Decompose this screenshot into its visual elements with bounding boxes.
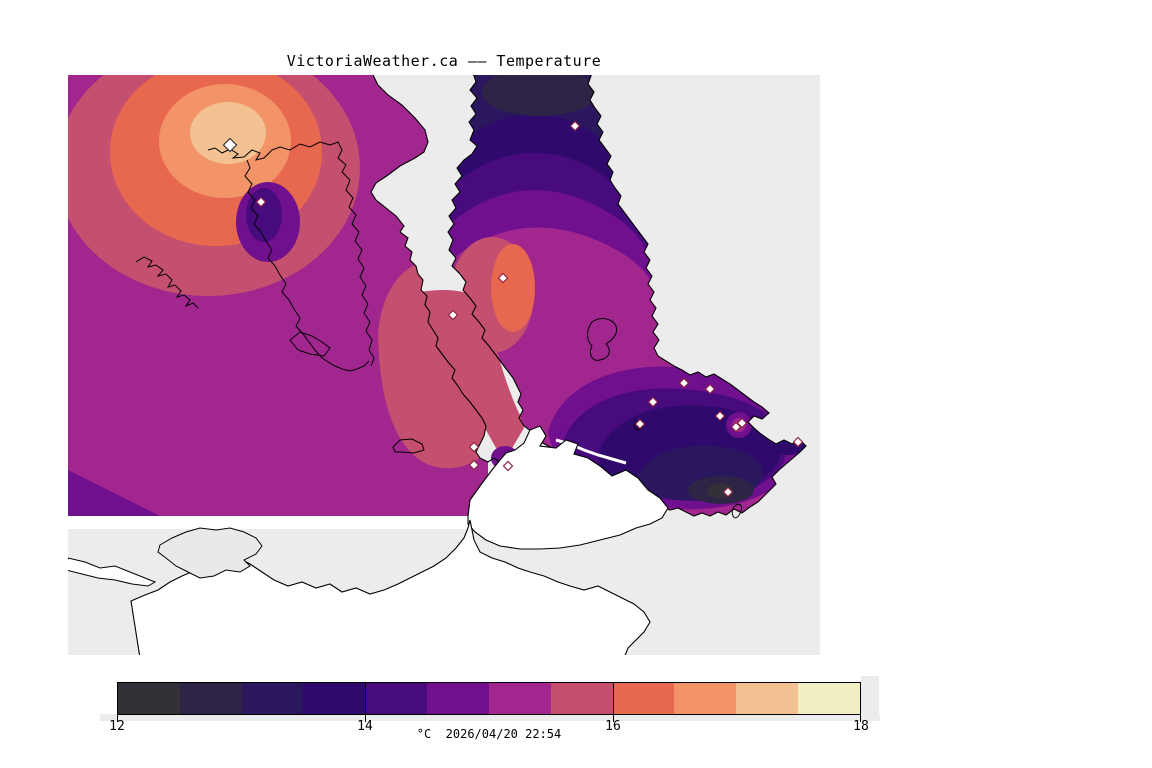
coastline-small-islands (135, 256, 199, 309)
band-12-5c-north-tip (482, 75, 598, 116)
colorbar-segment-c8 (550, 683, 613, 714)
contour-wedge-southwest (68, 470, 160, 516)
station-marker (447, 309, 459, 321)
map-canvas (68, 75, 820, 655)
coastline-inlet-arm-east (207, 141, 375, 367)
coastline-inlet-west (370, 75, 501, 517)
station-marker (714, 410, 726, 422)
colorbar-segment-c1 (118, 683, 180, 714)
colorbar-label-18: 18 (853, 719, 869, 734)
colorbar-segment-c9 (612, 683, 675, 714)
contour-ring-17c-warm-center (190, 102, 266, 164)
coastline-islet (289, 331, 331, 357)
colorbar-backing (861, 676, 879, 715)
coast-salmon-blob (491, 244, 535, 332)
nodata-land-victoria (467, 425, 669, 550)
contour-cool-blob (246, 188, 282, 242)
station-markers (222, 120, 804, 498)
station-marker (502, 460, 514, 472)
colorbar (117, 682, 861, 715)
coastline-inlet-arm-west (244, 159, 370, 372)
colorbar-backing-strip (100, 714, 880, 721)
station-marker (704, 383, 716, 395)
colorbar-tick-12 (117, 715, 118, 722)
station-marker (497, 272, 509, 284)
colorbar-segment-c2 (179, 683, 242, 714)
station-marker (569, 120, 581, 132)
units-timestamp-caption: °C 2026/04/20 22:54 (416, 727, 562, 741)
nodata-strip (68, 516, 472, 529)
colorbar-segment-c4 (303, 683, 366, 714)
station-marker (678, 377, 690, 389)
colorbar-segment-c7 (488, 683, 551, 714)
colorbar-segment-c6 (427, 683, 489, 714)
colorbar-segment-c10 (674, 683, 737, 714)
nodata-spit-west (68, 557, 157, 587)
lake-outline-elk (587, 318, 618, 361)
station-marker (468, 441, 480, 453)
islet-south (731, 503, 743, 519)
station-marker (468, 459, 480, 471)
colorbar-segment-c3 (241, 683, 304, 714)
colorbar-divider-16 (613, 682, 614, 715)
station-marker (792, 436, 804, 448)
station-marker (255, 196, 267, 208)
colorbar-divider-14 (365, 682, 366, 715)
station-marker (736, 417, 748, 429)
temperature-map (68, 75, 820, 655)
map-title: VictoriaWeather.ca —— Temperature (286, 52, 602, 70)
station-marker (634, 418, 646, 430)
station-marker (222, 137, 238, 153)
colorbar-tick-18 (860, 715, 861, 722)
colorbar-label-12: 12 (109, 719, 125, 734)
coastline-peninsula (447, 75, 807, 517)
station-marker (730, 421, 742, 433)
colorbar-segment-c11 (736, 683, 799, 714)
colorbar-segment-c12 (798, 683, 860, 714)
colorbar-segment-c5 (365, 683, 428, 714)
lake-outline-west (392, 438, 425, 454)
contour-bridge-rose (420, 290, 524, 455)
nodata-island (157, 527, 263, 579)
station-marker (722, 486, 734, 498)
colorbar-tick-14 (365, 715, 366, 722)
colorbar-tick-16 (613, 715, 614, 722)
colorbar-label-16: 16 (605, 719, 621, 734)
colorbar-label-14: 14 (357, 719, 373, 734)
station-marker (647, 396, 659, 408)
